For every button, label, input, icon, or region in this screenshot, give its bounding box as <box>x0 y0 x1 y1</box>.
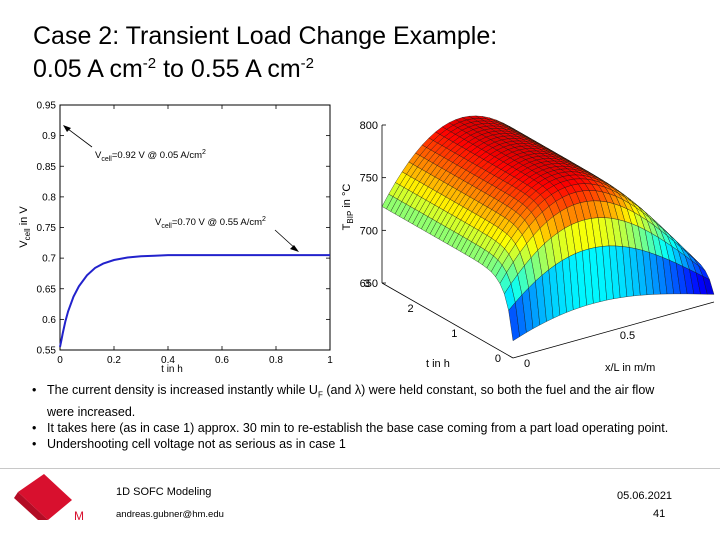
title-line-2: 0.05 A cm-2 to 0.55 A cm-2 <box>33 55 314 83</box>
x-tick-label: 0.2 <box>107 355 121 366</box>
t-tick-label: 3 <box>364 278 370 290</box>
t-axis-line <box>381 282 514 359</box>
x-tick-label: 0 <box>57 355 63 366</box>
logo-shape-icon <box>18 474 72 520</box>
x-tick-labels: 00.51 <box>524 330 635 370</box>
annotation-label-2: Vcell=0.70 V @ 0.55 A/cm2 <box>155 216 266 230</box>
slide-title: Case 2: Transient Load Change Example: 0… <box>33 20 497 86</box>
y-tick-label: 0.65 <box>37 284 57 295</box>
voltage-x-tick-labels: 0 0.2 0.4 0.6 0.8 1 <box>57 355 333 366</box>
bullet-marker: • <box>32 383 37 397</box>
t-tick-labels: 0 1 2 3 <box>364 278 501 365</box>
bullet-3-text: Undershooting cell voltage not as seriou… <box>47 436 346 451</box>
bullet-item: • It takes here (as in case 1) approx. 30… <box>30 420 670 436</box>
title-superscript-2: -2 <box>300 55 315 72</box>
x-tick-label: 0.8 <box>269 355 283 366</box>
logo-shadow-icon <box>14 492 48 520</box>
y-tick-label: 0.85 <box>37 162 57 173</box>
x-tick-label: 1 <box>327 355 333 366</box>
y-tick-label: 0.95 <box>37 101 57 112</box>
t-tick-label: 2 <box>408 303 414 315</box>
bullet-item: • The current density is increased instan… <box>30 382 670 420</box>
footer-email: andreas.gubner@hm.edu <box>116 509 224 520</box>
bullet-list: • The current density is increased instan… <box>30 382 670 452</box>
voltage-x-axis-label: t in h <box>161 364 183 375</box>
z-tick-label: 750 <box>360 173 378 185</box>
bullet-2-text: It takes here (as in case 1) approx. 30 … <box>47 420 669 435</box>
voltage-chart: 0.55 0.6 0.65 0.7 0.75 0.8 0.85 0.9 0.95 0 0.2 0.4… <box>18 101 333 376</box>
voltage-series-line <box>59 254 330 348</box>
t-tick-label: 1 <box>451 328 457 340</box>
bullet-marker: • <box>32 420 37 435</box>
voltage-y-axis-label: Vcell in V <box>18 206 32 248</box>
x-tick-label: 0.6 <box>215 355 229 366</box>
z-tick-label: 800 <box>360 120 378 132</box>
university-logo: M <box>14 474 84 523</box>
logo-letter: M <box>74 509 84 523</box>
surface-cell <box>702 275 715 295</box>
temperature-surface-chart: 650 700 750 800 0 1 2 3 00.51 TBIP in °C t in … <box>341 115 715 374</box>
temperature-surface <box>381 115 715 342</box>
bullet-1-text-a: The current density is increased instant… <box>47 383 318 397</box>
title-superscript-1: -2 <box>142 55 157 72</box>
bullet-1-text-b: (and λ) were held constant, so both the … <box>47 383 655 419</box>
voltage-plot-area <box>59 104 331 351</box>
voltage-y-tick-labels: 0.55 0.6 0.65 0.7 0.75 0.8 0.85 0.9 0.95 <box>37 101 57 357</box>
x-tick-label: 0.4 <box>161 355 175 366</box>
y-tick-label: 0.9 <box>42 131 56 142</box>
title-text-a: 0.05 A cm <box>33 55 143 83</box>
bullet-item: • Undershooting cell voltage not as serio… <box>30 436 670 452</box>
y-tick-label: 0.7 <box>42 254 56 265</box>
z-tick-labels: 650 700 750 800 <box>360 120 386 290</box>
y-tick-label: 0.55 <box>37 346 57 357</box>
annotation-arrowhead-1 <box>63 125 71 132</box>
bullet-1-subscript: F <box>317 390 323 400</box>
z-axis-label: TBIP in °C <box>341 184 355 231</box>
voltage-axis-ticks <box>59 104 331 351</box>
bullet-marker: • <box>32 436 37 451</box>
t-axis-label: t in h <box>426 358 450 370</box>
y-tick-label: 0.8 <box>42 192 56 203</box>
title-line-1: Case 2: Transient Load Change Example: <box>33 22 498 50</box>
footer-date: 05.06.2021 <box>617 490 673 502</box>
x-axis-label: x/L in m/m <box>605 362 655 374</box>
y-tick-label: 0.75 <box>37 223 57 234</box>
z-tick-label: 700 <box>360 225 378 237</box>
footer-page-number: 41 <box>653 508 666 520</box>
y-tick-label: 0.6 <box>42 315 56 326</box>
footer-divider <box>0 468 720 469</box>
z-tick-label: 650 <box>360 278 378 290</box>
x-tick-label: 0.5 <box>620 330 635 342</box>
x-tick-label: 0 <box>524 358 530 370</box>
t-tick-label: 0 <box>495 353 501 365</box>
title-text-b: to 0.55 A cm <box>156 55 301 83</box>
annotation-arrowhead-2 <box>290 245 299 252</box>
x-axis-line <box>512 301 715 359</box>
footer-course-title: 1D SOFC Modeling <box>116 486 212 498</box>
annotation-label-1: Vcell=0.92 V @ 0.05 A/cm2 <box>95 149 206 163</box>
